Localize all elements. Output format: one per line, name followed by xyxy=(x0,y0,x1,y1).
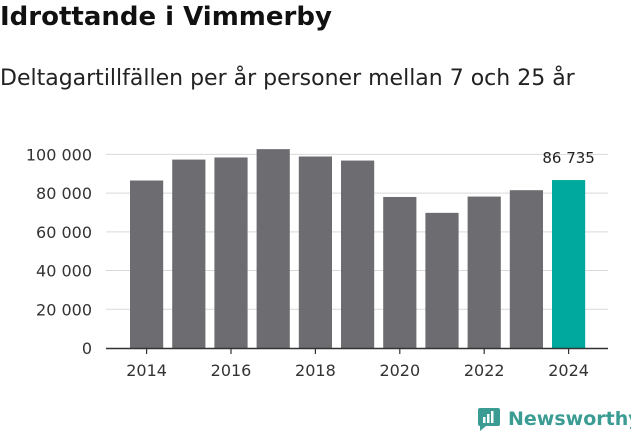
bar xyxy=(214,157,248,348)
bar xyxy=(298,156,332,348)
x-tick-label: 2014 xyxy=(126,361,167,380)
bar xyxy=(256,149,290,348)
y-tick-label: 0 xyxy=(82,339,92,358)
bar xyxy=(341,160,375,348)
x-tick-label: 2024 xyxy=(548,361,589,380)
newsworthy-logo-icon xyxy=(478,408,500,431)
y-tick-label: 80 000 xyxy=(36,184,92,203)
chart-subtitle: Deltagartillfällen per år personer mella… xyxy=(0,66,575,91)
x-tick-label: 2022 xyxy=(464,361,505,380)
x-tick-label: 2018 xyxy=(295,361,336,380)
y-tick-label: 20 000 xyxy=(36,300,92,319)
chart-title: Idrottande i Vimmerby xyxy=(0,2,332,32)
x-tick-label: 2020 xyxy=(379,361,420,380)
y-tick-label: 60 000 xyxy=(36,223,92,242)
bar xyxy=(467,196,501,348)
newsworthy-brand: Newsworthy xyxy=(476,406,631,432)
bar xyxy=(425,212,459,348)
brand-name: Newsworthy xyxy=(508,408,631,430)
y-tick-label: 40 000 xyxy=(36,262,92,281)
data-label: 86 735 xyxy=(542,149,595,167)
x-tick-label: 2016 xyxy=(211,361,252,380)
y-tick-label: 100 000 xyxy=(26,145,92,164)
bar xyxy=(383,196,417,348)
bar xyxy=(509,190,543,348)
bar-highlight xyxy=(552,180,586,348)
bar xyxy=(172,159,206,348)
bar xyxy=(130,180,164,348)
axes: 0 20 000 40 000 60 000 80 000 100 000 86 735 20… xyxy=(26,145,608,380)
bars xyxy=(130,149,586,348)
